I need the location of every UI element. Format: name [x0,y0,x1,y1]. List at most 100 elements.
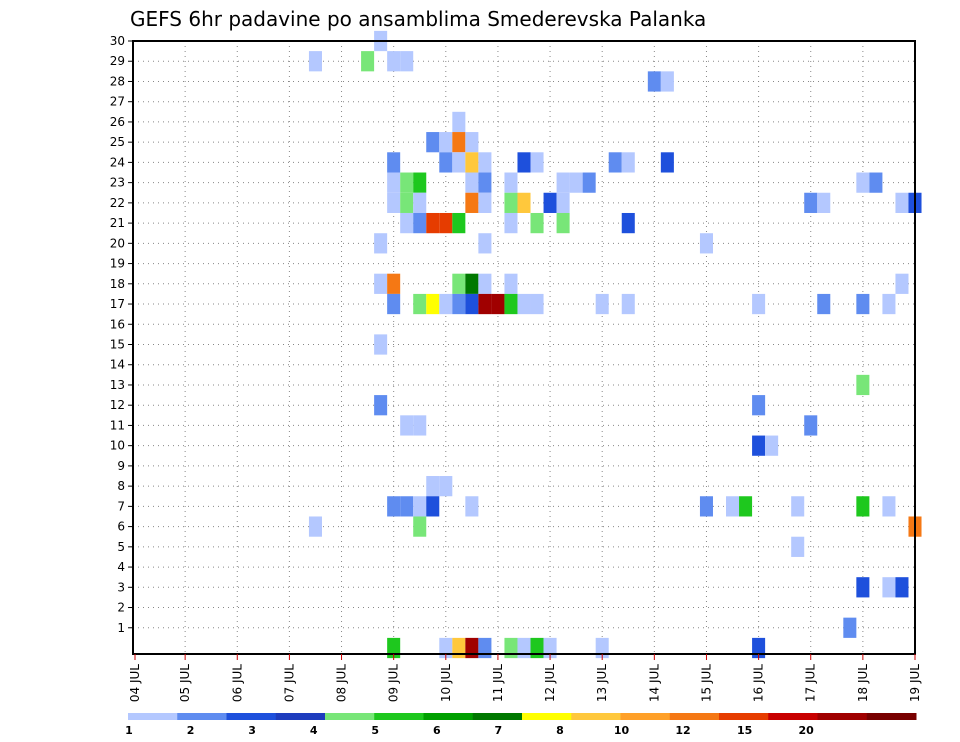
y-tick-label: 14 [110,358,125,372]
y-tick-label: 9 [117,459,125,473]
heatmap-cell [804,192,818,213]
heatmap-cell [439,152,453,173]
y-tick-label: 26 [110,115,125,129]
heatmap-cell [413,415,427,436]
x-tick-label: 13 JUL [595,664,609,702]
y-axis: 1234567891011121314151617181920212223242… [110,34,133,635]
heatmap-cell [504,212,518,234]
y-tick-label: 22 [110,196,125,210]
heatmap-cell [387,172,401,193]
y-tick-label: 13 [110,378,125,392]
heatmap-cell [895,192,909,213]
y-tick-label: 15 [110,338,125,352]
heatmap-cell [374,273,388,294]
heatmap-cell [374,334,388,355]
colorbar-swatch [275,713,326,720]
heatmap-cell [426,132,440,153]
heatmap-cell [478,293,492,315]
colorbar-swatch [719,713,769,720]
colorbar-legend: 1 2 3 4 5 6 7 8 10 12 15 20 [125,713,917,737]
heatmap-cell [530,293,544,315]
colorbar-label: 3 [248,724,256,737]
heatmap-cell [387,496,401,517]
heatmap-cell [413,192,427,213]
x-tick-label: 15 JUL [699,664,713,702]
colorbar-swatch [128,713,178,720]
heatmap-cell [660,71,674,92]
heatmap-cell [308,516,322,537]
heatmap-cell [895,577,909,598]
colorbar-swatch [325,713,375,720]
heatmap-cell [556,212,570,234]
heatmap-cell [608,152,622,173]
heatmap-cell [817,293,831,315]
x-tick-label: 17 JUL [804,664,818,702]
heatmap-cell [517,637,531,659]
heatmap-cell [882,577,896,598]
heatmap-cell [752,395,766,416]
heatmap-cell [400,172,414,193]
heatmap-cell [413,496,427,517]
colorbar-label: 5 [371,724,379,737]
colorbar-swatch [866,713,917,720]
heatmap-cell [530,212,544,234]
x-tick-label: 19 JUL [908,664,922,702]
plot-frame [132,40,916,655]
heatmap-cell [543,192,557,213]
colorbar-label: 15 [737,724,752,737]
heatmap-cell [439,476,453,497]
colorbar-swatch [768,713,818,720]
colorbar-label: 12 [675,724,690,737]
heatmap-cell [413,212,427,234]
heatmap-cell [387,273,401,294]
heatmap-cell [465,132,479,153]
heatmap-cell [817,192,831,213]
heatmap-cell [426,496,440,517]
chart-title: GEFS 6hr padavine po ansamblima Smederev… [130,7,706,31]
heatmap-cell [517,192,531,213]
x-tick-label: 04 JUL [128,664,142,702]
heatmap-cell [504,637,518,659]
heatmap-cell [478,172,492,193]
y-tick-label: 10 [110,439,125,453]
grid-lines [133,40,915,654]
colorbar-swatch [226,713,277,720]
heatmap-cell [765,435,779,456]
heatmap-cell [699,496,713,517]
heatmap-cell [439,293,453,315]
heatmap-cell [660,152,674,173]
x-axis: 04 JUL 05 JUL 06 JUL 07 JUL 08 JUL 09 JUL 10 J… [128,654,922,702]
y-tick-label: 3 [117,580,125,594]
heatmap-cell [413,172,427,193]
x-tick-label: 14 JUL [647,664,661,702]
y-tick-label: 19 [110,257,125,271]
heatmap-cell [400,212,414,234]
heatmap-cell [452,111,466,133]
y-tick-label: 7 [117,499,125,513]
y-tick-label: 29 [110,54,125,68]
heatmap-cell [478,233,492,254]
heatmap-cell [504,172,518,193]
colorbar-swatch [522,713,572,720]
heatmap-cell [452,212,466,234]
heatmap-cell [791,536,805,557]
y-tick-label: 12 [110,398,125,412]
heatmap-cell [400,415,414,436]
x-tick-label: 06 JUL [230,664,244,702]
heatmap-cell [856,496,870,517]
y-tick-label: 2 [117,601,125,615]
y-tick-label: 16 [110,317,125,331]
colorbar-label: 4 [310,724,318,737]
heatmap-cell [699,233,713,254]
y-tick-label: 28 [110,74,125,88]
heatmap-cell [856,172,870,193]
x-tick-label: 12 JUL [543,664,557,702]
y-tick-label: 17 [110,297,125,311]
x-tick-label: 16 JUL [752,664,766,702]
colorbar-label: 20 [799,724,815,737]
heatmap-cell [530,637,544,659]
heatmap-cell [387,152,401,173]
colorbar-label: 10 [614,724,630,737]
y-tick-label: 23 [110,176,125,190]
